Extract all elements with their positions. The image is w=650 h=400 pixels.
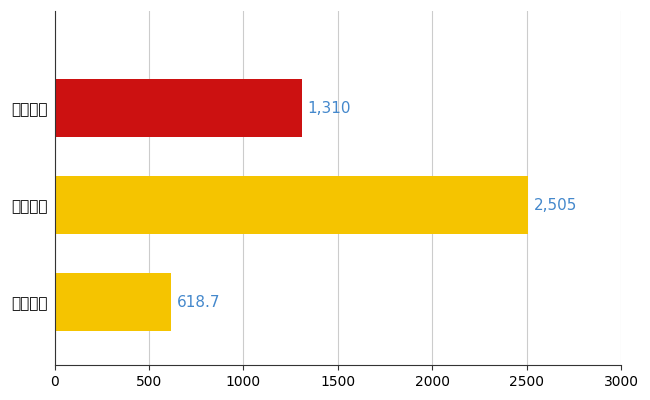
Bar <box>55 176 528 234</box>
Bar <box>55 273 172 331</box>
Bar <box>55 79 302 137</box>
Text: 2,505: 2,505 <box>534 198 577 213</box>
Text: 1,310: 1,310 <box>307 101 351 116</box>
Text: 618.7: 618.7 <box>177 295 220 310</box>
